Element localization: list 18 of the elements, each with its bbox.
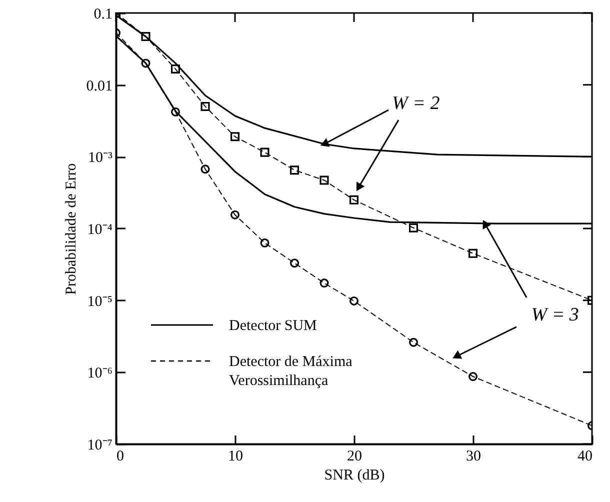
annotation: W = 2 bbox=[392, 92, 440, 114]
y-tick-label: 10⁻⁵ bbox=[87, 294, 112, 310]
x-axis-title: SNR (dB) bbox=[324, 468, 385, 484]
legend-label: Detector de Máxima Verossimilhança bbox=[229, 354, 353, 389]
y-axis-title: Probabilidade de Erro bbox=[63, 163, 80, 295]
legend-label: Detector SUM bbox=[229, 318, 317, 334]
y-tick-label: 10⁻⁶ bbox=[87, 366, 112, 382]
x-tick-label: 20 bbox=[347, 448, 362, 464]
y-tick-label: 10⁻⁴ bbox=[87, 222, 112, 238]
x-tick-label: 30 bbox=[466, 448, 481, 464]
annotation: W = 3 bbox=[531, 304, 579, 326]
y-tick-label: 0.1 bbox=[94, 6, 112, 22]
x-tick-label: 0 bbox=[116, 448, 124, 464]
x-tick-label: 40 bbox=[578, 448, 592, 464]
y-tick-label: 10⁻⁷ bbox=[87, 438, 112, 454]
x-tick-label: 10 bbox=[228, 448, 243, 464]
y-tick-label: 0.01 bbox=[86, 78, 112, 94]
y-tick-label: 10⁻³ bbox=[88, 150, 113, 166]
